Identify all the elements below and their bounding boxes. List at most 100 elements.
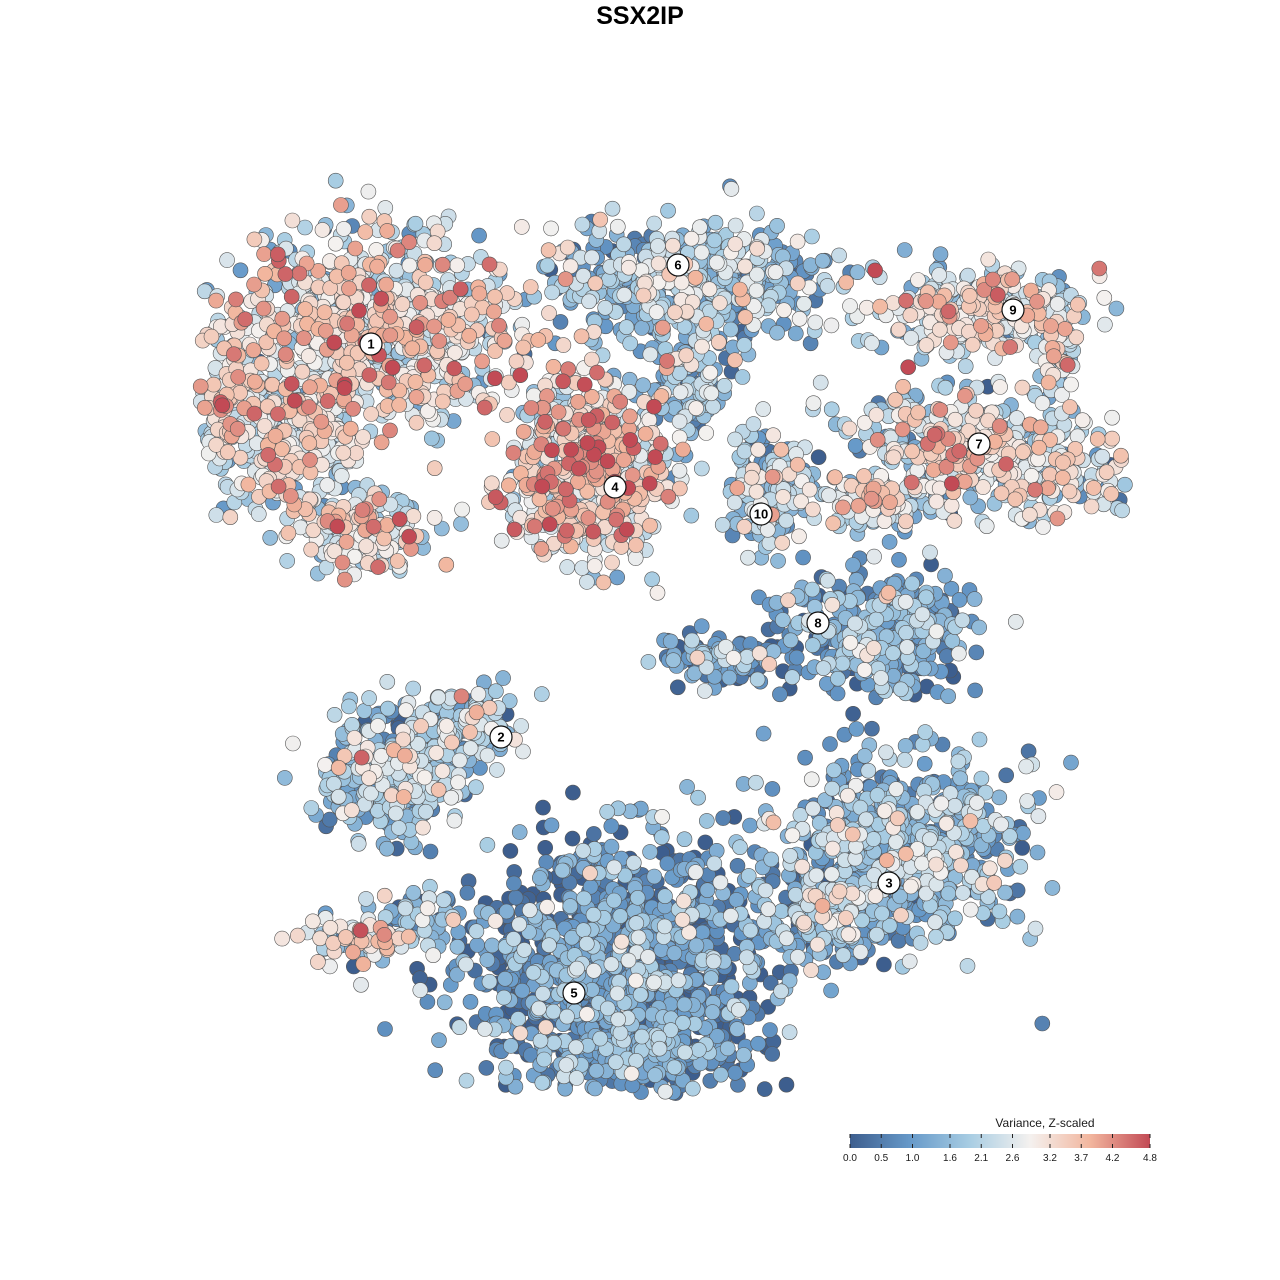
data-point	[581, 293, 597, 310]
data-point	[1029, 844, 1046, 861]
data-point	[736, 443, 753, 460]
data-point	[633, 1028, 650, 1045]
data-point	[716, 377, 733, 394]
data-point	[804, 637, 821, 654]
data-point	[927, 914, 943, 931]
data-point	[957, 358, 974, 375]
data-point	[640, 654, 657, 670]
data-point	[679, 779, 695, 795]
data-point	[769, 324, 785, 341]
data-point	[778, 512, 795, 529]
data-point	[722, 321, 739, 338]
data-point	[804, 228, 820, 245]
data-point	[1117, 476, 1133, 493]
data-point	[676, 996, 693, 1013]
data-point	[782, 847, 798, 864]
data-point	[697, 834, 714, 851]
data-point	[541, 937, 557, 954]
data-point	[788, 649, 805, 666]
data-point	[708, 842, 725, 859]
data-point	[603, 956, 620, 973]
data-point	[610, 1011, 627, 1028]
data-point	[377, 1021, 393, 1037]
data-point	[822, 736, 838, 752]
data-point	[552, 314, 569, 330]
data-point	[361, 690, 377, 706]
data-point	[651, 1040, 668, 1057]
data-point	[876, 956, 892, 973]
data-point	[755, 725, 772, 742]
data-point	[947, 797, 963, 814]
data-point	[750, 1035, 767, 1052]
data-point	[397, 900, 414, 917]
data-point	[606, 892, 622, 909]
data-point	[1027, 920, 1044, 937]
data-point	[405, 884, 422, 901]
data-point	[815, 660, 832, 677]
data-point	[676, 831, 693, 848]
data-point	[262, 529, 279, 546]
data-point	[587, 1080, 603, 1097]
data-point	[419, 994, 436, 1010]
data-point	[749, 205, 765, 222]
data-point	[937, 567, 953, 584]
data-point	[726, 494, 743, 511]
chart-title: SSX2IP	[596, 2, 684, 30]
data-point	[546, 1035, 562, 1051]
data-point	[559, 559, 576, 575]
data-point	[703, 970, 719, 987]
data-point	[558, 1057, 575, 1073]
data-point	[845, 557, 861, 573]
data-point	[769, 218, 785, 234]
data-point	[427, 1062, 444, 1078]
data-point	[742, 817, 758, 834]
data-point	[1108, 300, 1125, 317]
data-point	[276, 770, 293, 786]
data-point	[330, 788, 347, 805]
data-point	[896, 242, 913, 258]
data-point	[597, 299, 614, 316]
data-point	[742, 922, 759, 939]
data-point	[511, 824, 528, 840]
data-point	[764, 781, 781, 797]
data-point	[730, 1001, 747, 1018]
data-point	[729, 857, 746, 874]
data-point	[484, 937, 500, 954]
data-point	[690, 789, 706, 806]
data-point	[734, 369, 751, 385]
data-point	[683, 507, 700, 524]
data-point	[698, 813, 715, 829]
data-point	[735, 1047, 752, 1063]
data-point	[537, 839, 554, 856]
data-point	[250, 506, 267, 522]
data-point	[562, 898, 579, 914]
data-point	[458, 956, 474, 973]
data-point	[435, 892, 452, 909]
data-point	[881, 534, 898, 550]
data-point	[916, 755, 933, 772]
data-point	[834, 655, 851, 672]
data-point	[830, 670, 846, 687]
data-point	[650, 238, 666, 254]
data-point	[922, 831, 938, 848]
data-point	[810, 449, 827, 466]
data-point	[823, 401, 840, 418]
data-point	[814, 252, 831, 269]
data-point	[773, 903, 790, 919]
data-point	[644, 571, 660, 588]
data-point	[379, 840, 395, 857]
data-point	[514, 982, 531, 999]
data-point	[897, 738, 914, 754]
data-point	[665, 652, 682, 669]
data-point	[554, 862, 571, 879]
data-point	[660, 202, 676, 219]
data-point	[279, 553, 296, 569]
data-point	[819, 278, 836, 294]
data-point	[738, 949, 755, 966]
data-point	[699, 882, 716, 899]
data-point	[468, 779, 484, 796]
data-point	[574, 216, 591, 233]
data-point	[932, 246, 949, 262]
data-point	[707, 214, 724, 231]
data-point	[479, 837, 496, 853]
